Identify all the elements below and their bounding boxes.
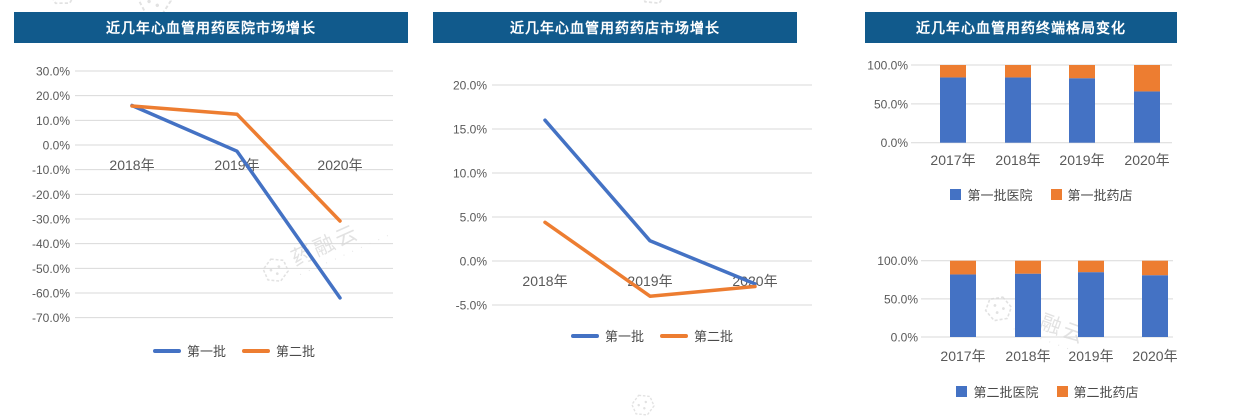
legend-item: 第一批医院: [950, 185, 1033, 204]
bar-segment-1: [1142, 260, 1168, 276]
legend-batch2-terminal: 第二批医院 第二批药店: [921, 382, 1174, 401]
y-tick-label: -60.0%: [32, 286, 70, 300]
x-axis-label: 2020年: [1124, 152, 1169, 168]
bar-segment-0: [1134, 91, 1160, 143]
y-tick-label: 15.0%: [453, 123, 487, 137]
series-line-1: [130, 104, 342, 223]
legend-label: 第一批医院: [967, 188, 1033, 203]
legend-item: 第一批: [152, 341, 226, 360]
y-tick-label: -5.0%: [456, 299, 488, 313]
panel-title: 近几年心血管用药终端格局变化: [916, 19, 1126, 36]
legend-item: 第二批: [242, 341, 315, 360]
legend-pharmacy-growth: 第一批 第二批: [492, 326, 812, 345]
legend-item: 第一批药店: [1050, 185, 1133, 204]
terminal-structure-bar-charts: 100.0% 50.0% 0.0% 2017年 2018年 2019年 2020年 100.0…: [867, 59, 1177, 365]
y-tick-label: 0.0%: [43, 138, 71, 152]
bar-segment-1: [1005, 65, 1031, 78]
y-tick-label: -70.0%: [32, 311, 70, 325]
y-tick-label: -10.0%: [32, 163, 70, 177]
x-axis-label: 2017年: [930, 152, 975, 168]
bar-segment-1: [1069, 65, 1095, 79]
legend-square-marker: [956, 386, 968, 397]
series-line-0: [130, 103, 342, 300]
legend-label: 第二批药店: [1073, 385, 1139, 400]
y-tick-label: 0.0%: [881, 136, 909, 150]
x-axis-label: 2018年: [109, 157, 154, 173]
bar-segment-1: [1134, 65, 1160, 92]
y-tick-label: 100.0%: [867, 59, 908, 73]
panel-hospital-market-growth: 30.0% 20.0% 10.0% 0.0% -10.0% -20.0% -30.0% -40…: [14, 0, 408, 418]
x-axis-label: 2020年: [732, 273, 777, 289]
legend-label: 第二批医院: [973, 385, 1039, 400]
y-tick-label: 30.0%: [36, 65, 70, 79]
bar-segment-0: [1142, 275, 1168, 337]
legend-line-marker: [660, 333, 688, 338]
x-axis-label: 2019年: [1059, 152, 1104, 168]
legend-square-marker: [1056, 386, 1068, 397]
y-tick-label: 5.0%: [460, 211, 488, 225]
legend-square-marker: [950, 189, 962, 200]
x-axis-label: 2018年: [1005, 348, 1050, 364]
panel-title: 近几年心血管用药医院市场增长: [106, 19, 316, 36]
panel-pharmacy-market-growth: 20.0% 15.0% 10.0% 5.0% 0.0% -5.0% 2018年 2019年 20…: [433, 0, 813, 418]
x-axis-label: 2019年: [214, 157, 259, 173]
series-line-1: [543, 220, 757, 298]
y-tick-label: 100.0%: [877, 254, 918, 268]
panel-title-banner: 近几年心血管用药药店市场增长: [433, 12, 797, 43]
panel-title: 近几年心血管用药药店市场增长: [510, 19, 720, 36]
bar-segment-1: [1015, 260, 1041, 274]
y-tick-label: 50.0%: [884, 292, 918, 306]
legend-label: 第一批: [186, 344, 226, 359]
bar-segment-0: [1069, 78, 1095, 143]
bar-segment-0: [1015, 273, 1041, 337]
bar-segment-1: [950, 260, 976, 275]
x-axis-label: 2020年: [1132, 348, 1177, 364]
bar-segment-0: [950, 274, 976, 337]
legend-label: 第二批: [276, 344, 316, 359]
legend-label: 第一批药店: [1067, 188, 1133, 203]
legend-line-marker: [570, 333, 599, 338]
x-axis-label: 2019年: [1068, 348, 1113, 364]
panel-title-banner: 近几年心血管用药终端格局变化: [865, 12, 1177, 43]
legend-label: 第一批: [604, 329, 644, 344]
legend-item: 第二批: [660, 326, 733, 345]
y-tick-label: -50.0%: [32, 262, 70, 276]
legend-label: 第二批: [694, 329, 734, 344]
bar-segment-0: [940, 77, 966, 143]
bar-segment-1: [1078, 260, 1104, 273]
panel-terminal-structure: 100.0% 50.0% 0.0% 2017年 2018年 2019年 2020年 100.0…: [865, 0, 1177, 418]
y-tick-label: 50.0%: [874, 97, 908, 111]
y-tick-label: 10.0%: [36, 114, 70, 128]
bar-segment-1: [940, 65, 966, 78]
x-axis-label: 2018年: [522, 273, 567, 289]
legend-item: 第二批药店: [1056, 382, 1139, 401]
y-tick-label: 0.0%: [460, 255, 488, 269]
panel-title-banner: 近几年心血管用药医院市场增长: [14, 12, 408, 43]
hospital-growth-line-chart: 30.0% 20.0% 10.0% 0.0% -10.0% -20.0% -30.0% -40…: [32, 65, 393, 325]
legend-batch1-terminal: 第一批医院 第一批药店: [911, 185, 1172, 204]
y-tick-label: 20.0%: [453, 79, 487, 93]
series-line-0: [543, 118, 757, 286]
legend-line-marker: [242, 348, 270, 353]
x-axis-label: 2017年: [940, 348, 985, 364]
bar-segment-0: [1005, 77, 1031, 143]
y-tick-label: 20.0%: [36, 89, 70, 103]
x-axis-label: 2020年: [317, 157, 362, 173]
y-tick-label: 0.0%: [891, 331, 919, 345]
y-tick-label: -30.0%: [32, 212, 70, 226]
x-axis-label: 2019年: [627, 273, 672, 289]
legend-item: 第二批医院: [956, 382, 1039, 401]
pharmacy-growth-line-chart: 20.0% 15.0% 10.0% 5.0% 0.0% -5.0% 2018年 2019年 20…: [453, 79, 812, 313]
x-axis-label: 2018年: [995, 152, 1040, 168]
bar-segment-0: [1078, 272, 1104, 337]
legend-item: 第一批: [570, 326, 644, 345]
legend-line-marker: [152, 348, 181, 353]
y-tick-label: -20.0%: [32, 188, 70, 202]
y-tick-label: -40.0%: [32, 237, 70, 251]
legend-hospital-growth: 第一批 第二批: [75, 341, 393, 360]
y-tick-label: 10.0%: [453, 167, 487, 181]
legend-square-marker: [1050, 189, 1062, 200]
